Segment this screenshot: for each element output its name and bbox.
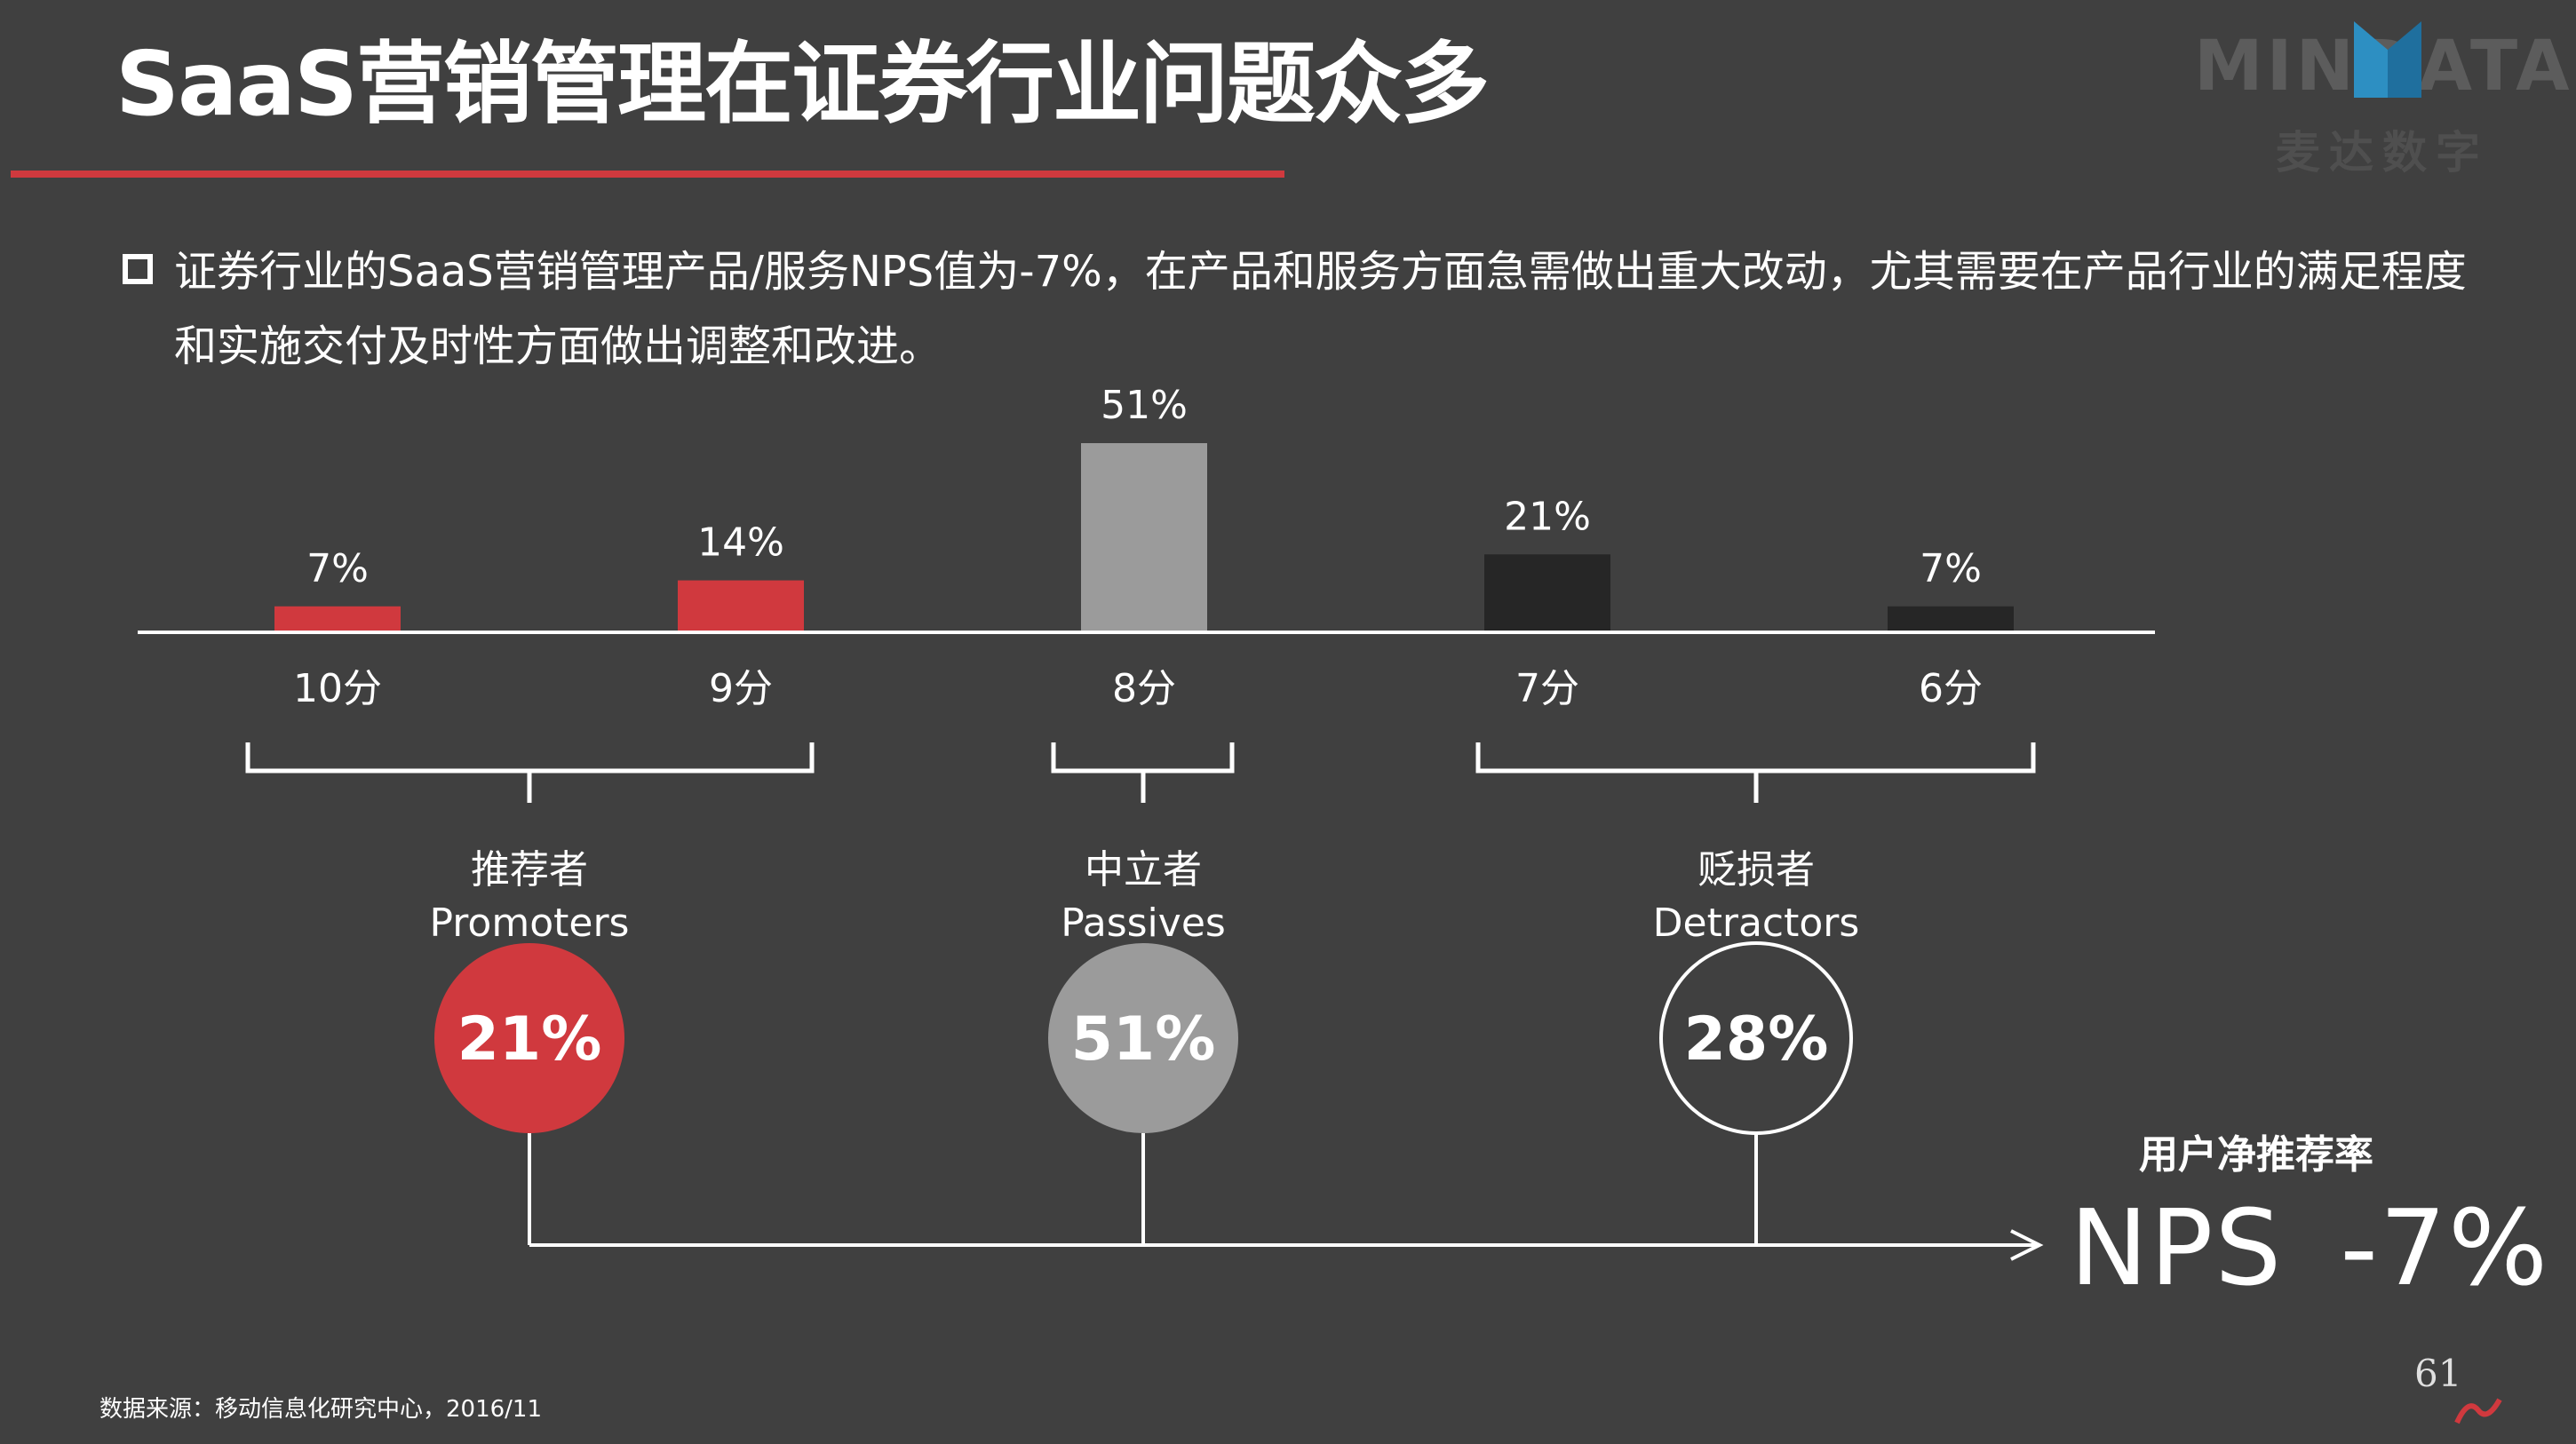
promoters-value: 21% xyxy=(457,1004,602,1075)
nps-prefix: NPS xyxy=(2070,1186,2284,1309)
detractors-label: 贬损者 Detractors xyxy=(1578,844,1934,950)
value-label-2: 51% xyxy=(1101,383,1188,428)
logo-mark-icon xyxy=(2354,21,2421,98)
passives-name-en: Passives xyxy=(1061,901,1226,946)
value-label-1: 14% xyxy=(697,520,784,566)
data-source-note: 数据来源：移动信息化研究中心，2016/11 xyxy=(99,1396,543,1423)
promoters-label: 推荐者 Promoters xyxy=(352,844,707,950)
value-label-3: 21% xyxy=(1504,494,1591,539)
nps-result: NPS -7% xyxy=(2070,1181,2549,1314)
brace-promoters xyxy=(245,742,815,803)
value-label-group: 7% 14% 51% 21% 7% xyxy=(306,383,1982,591)
detractors-name-cn: 贬损者 xyxy=(1697,847,1815,893)
category-label-1: 9分 xyxy=(709,666,773,711)
detractors-name-en: Detractors xyxy=(1652,901,1860,946)
detractors-value: 28% xyxy=(1684,1004,1829,1075)
category-label-3: 7分 xyxy=(1515,666,1579,711)
brace-detractors xyxy=(1475,742,2036,803)
page-number: 61 xyxy=(2414,1352,2462,1395)
promoters-name-en: Promoters xyxy=(429,901,630,946)
nps-caption: 用户净推荐率 xyxy=(2139,1132,2373,1178)
bar-group xyxy=(274,443,2014,632)
arrow-head-icon xyxy=(2010,1229,2044,1261)
bar-3 xyxy=(1484,554,1610,632)
bullet-square-icon xyxy=(123,254,153,284)
bar-1 xyxy=(678,580,804,632)
value-label-0: 7% xyxy=(306,546,369,591)
logo-subtext: 麦达数字 xyxy=(2276,127,2489,179)
passives-name-cn: 中立者 xyxy=(1085,847,1202,893)
brace-passives xyxy=(1051,742,1235,803)
connector-group xyxy=(528,1133,2044,1261)
category-label-2: 8分 xyxy=(1112,666,1176,711)
category-label-0: 10分 xyxy=(293,666,382,711)
bar-4 xyxy=(1888,606,2014,632)
promoters-name-cn: 推荐者 xyxy=(471,847,588,893)
title-underline xyxy=(11,171,1284,178)
passives-value: 51% xyxy=(1071,1004,1216,1075)
brace-group xyxy=(245,742,2036,803)
passives-label: 中立者 Passives xyxy=(966,844,1321,950)
value-label-4: 7% xyxy=(1920,546,1982,591)
corner-logo-icon xyxy=(2454,1398,2502,1424)
promoters-circle xyxy=(434,943,624,1133)
page-title: SaaS营销管理在证券行业问题众多 xyxy=(115,32,1490,136)
passives-circle xyxy=(1048,943,1238,1133)
brand-logo: MINDATA 麦达数字 xyxy=(2194,9,2570,186)
nps-number: -7% xyxy=(2340,1186,2550,1309)
category-label-group: 10分 9分 8分 7分 6分 xyxy=(293,666,1983,711)
category-label-4: 6分 xyxy=(1919,666,1983,711)
bar-2 xyxy=(1081,443,1207,632)
description-text: 证券行业的SaaS营销管理产品/服务NPS值为-7%，在产品和服务方面急需做出重… xyxy=(174,247,2467,371)
bar-0 xyxy=(274,606,401,632)
